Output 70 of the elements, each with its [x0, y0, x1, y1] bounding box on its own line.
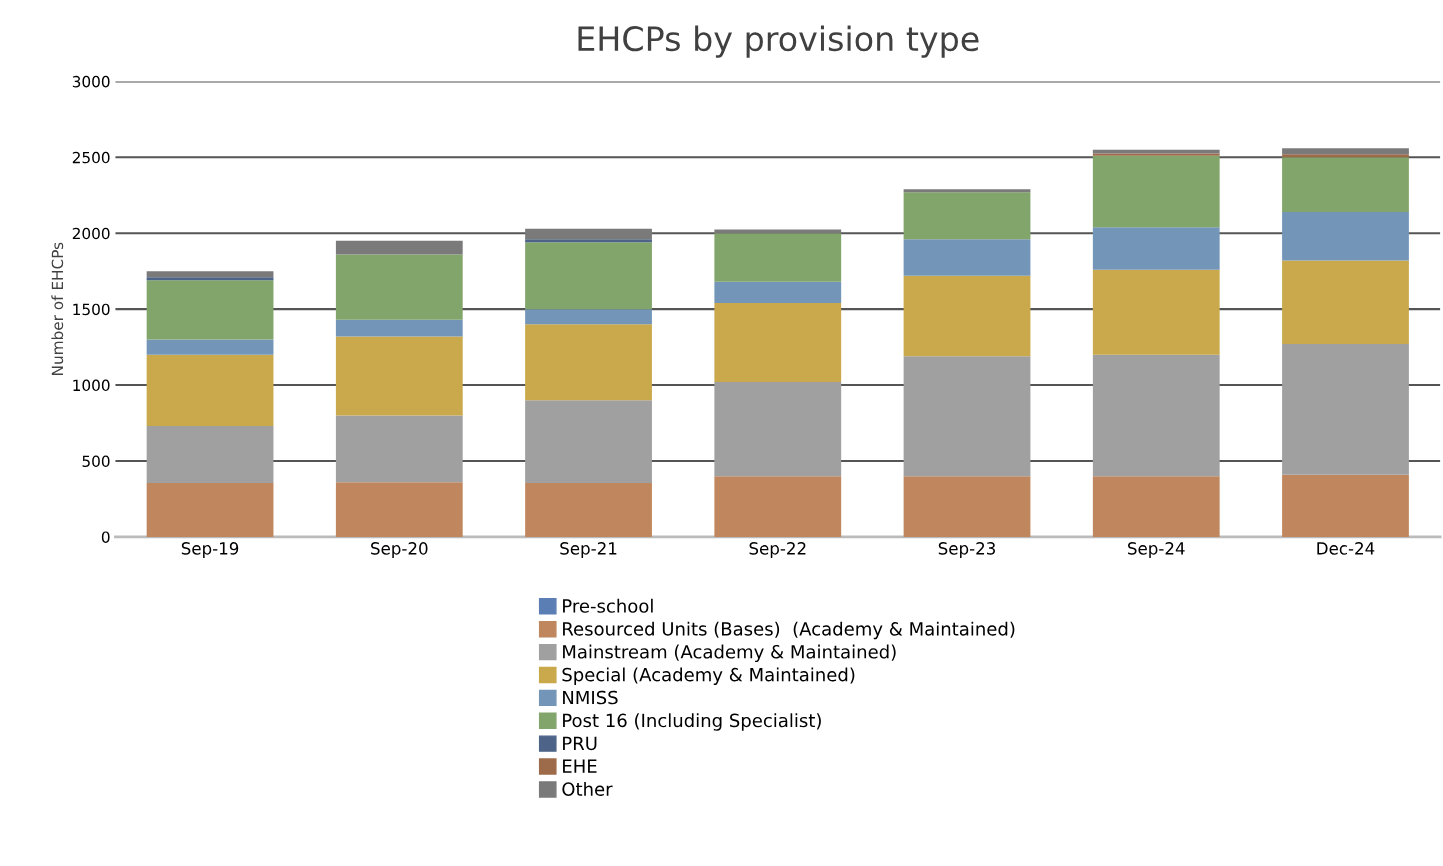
- y-tick-label: 500: [82, 455, 110, 468]
- bar: [146, 483, 274, 537]
- bar: [335, 240, 463, 255]
- bar: [146, 280, 274, 340]
- bar: [146, 271, 274, 278]
- bar: [903, 189, 1031, 193]
- bar: [714, 233, 842, 282]
- bar: [903, 275, 1031, 357]
- bar: [335, 415, 463, 483]
- bar: [335, 254, 463, 320]
- legend-label: Pre-school: [563, 598, 653, 613]
- bar: [525, 239, 652, 243]
- legend-label: Special (Academy & Maintained): [562, 667, 855, 685]
- bar: [146, 426, 274, 484]
- bar: [1092, 155, 1220, 228]
- bar: [714, 303, 842, 383]
- y-tick-label: 1500: [73, 303, 110, 316]
- y-tick-label: 2500: [72, 151, 110, 164]
- bar: [525, 324, 652, 401]
- chart-title: EHCPs by provision type: [578, 25, 979, 58]
- bar: [525, 309, 652, 325]
- legend-label: Other: [562, 781, 613, 796]
- x-tick-label: Sep-21: [560, 542, 617, 558]
- y-tick-label: 1000: [73, 379, 110, 392]
- x-tick-label: Sep-24: [1128, 542, 1185, 558]
- x-tick-label: Sep-20: [371, 542, 428, 558]
- bar: [525, 242, 652, 310]
- bar: [335, 336, 463, 416]
- bar: [714, 281, 842, 304]
- bar: [525, 400, 652, 484]
- y-tick-label: 3000: [72, 75, 110, 88]
- legend-label: Resourced Units (Bases) (Academy & Maintained): [563, 621, 1015, 640]
- bar: [1282, 211, 1409, 261]
- x-tick-label: Sep-22: [749, 542, 806, 558]
- y-tick-label: 0: [101, 531, 110, 543]
- y-axis-title: Number of EHCPs: [51, 242, 64, 375]
- bar: [1092, 149, 1220, 154]
- y-tick-label: 2000: [72, 227, 110, 240]
- bar: [1282, 344, 1409, 475]
- bar: [1282, 474, 1409, 537]
- bar: [525, 483, 652, 537]
- legend-label: EHE: [563, 759, 597, 773]
- legend-label: Post 16 (Including Specialist): [563, 713, 821, 731]
- bar: [335, 482, 463, 537]
- bar: [335, 319, 463, 337]
- bar: [525, 228, 652, 240]
- bar: [146, 354, 274, 427]
- bar: [146, 277, 274, 281]
- bar: [1282, 157, 1409, 212]
- bar: [714, 382, 842, 477]
- bar: [1092, 476, 1220, 537]
- x-tick-label: Dec-24: [1317, 542, 1375, 555]
- bar: [903, 476, 1031, 537]
- bar: [1092, 227, 1220, 270]
- legend-label: NMISS: [563, 690, 618, 705]
- x-tick-label: Sep-23: [938, 542, 995, 558]
- bar: [714, 229, 842, 234]
- bar: [903, 356, 1031, 477]
- x-tick-label: Sep-19: [181, 542, 239, 558]
- bar: [903, 192, 1031, 240]
- legend-label: PRU: [563, 736, 597, 751]
- legend-label: Mainstream (Academy & Maintained): [563, 644, 896, 663]
- bar: [146, 339, 274, 355]
- bar: [1092, 269, 1220, 355]
- bar: [1282, 148, 1409, 155]
- bar: [1092, 354, 1220, 477]
- bar: [1282, 260, 1409, 345]
- bar: [903, 239, 1031, 276]
- bar: [1282, 154, 1409, 158]
- bar: [714, 476, 842, 537]
